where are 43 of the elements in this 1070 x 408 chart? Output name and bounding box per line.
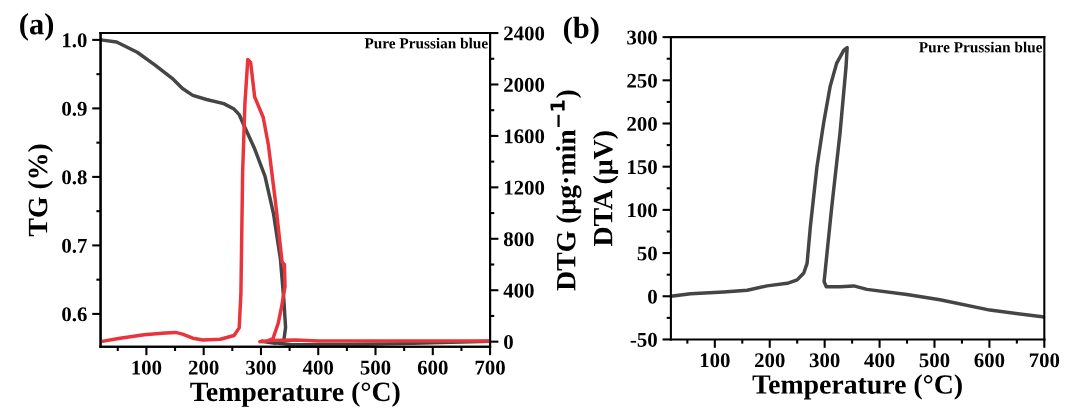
y2-tick-label: 1600 [504,129,545,144]
y-tick-label: 0.7 [62,238,87,253]
y2-tick-label: 2000 [504,77,545,92]
x-tick-label: 600 [974,353,1005,368]
x-tick-label: 300 [246,360,276,375]
y2-tick-label: 2400 [504,26,545,41]
x-tick-label: 400 [864,353,895,368]
x-axis-title: Temperature (°C) [752,374,962,400]
chart-title: (b) [563,16,599,45]
x-tick-label: 100 [700,353,730,368]
y-tick-label: 0.6 [62,307,87,322]
x-tick-label: 100 [132,360,162,375]
x-axis-title: Temperature (°C) [190,381,400,407]
y2-tick-label: 1200 [504,180,545,195]
x-tick-label: 500 [919,353,950,368]
x-tick-label: 300 [809,353,840,368]
x-tick-label: 400 [302,360,334,375]
y-axis-title: DTA (μV) [592,131,619,246]
y-tick-label: 0.9 [62,101,87,116]
x-tick-label: 500 [360,360,391,375]
y-tick-label: 300 [627,30,657,45]
x-tick-label: 600 [417,360,448,375]
y-tick-label: 50 [637,246,657,261]
x-tick-label: 700 [1029,353,1060,368]
y2-tick-label: 400 [503,283,534,298]
y-tick-label: 100 [628,203,657,218]
y-tick-label: 0 [648,289,657,304]
y2-tick-label: 800 [503,232,534,247]
y-axis-title: TG (%) [27,144,54,237]
y-tick-label: 0.8 [62,170,87,185]
x-tick-label: 200 [188,360,219,375]
y-tick-label: 200 [627,116,657,131]
y2-tick-label: 0 [504,335,513,350]
y-tick-label: 250 [627,73,657,88]
annotation: Pure Prussian blue [364,37,488,49]
y2-axis-title: DTG (μg·min$^{−1}$) [550,90,582,291]
chart-title: (a) [20,12,54,41]
y-tick-label: 1.0 [63,33,87,48]
y-tick-label: 150 [628,160,657,175]
annotation: Pure Prussian blue [919,41,1043,53]
y-tick-label: -50 [630,332,657,347]
x-tick-label: 700 [475,360,505,375]
x-tick-label: 200 [754,353,785,368]
